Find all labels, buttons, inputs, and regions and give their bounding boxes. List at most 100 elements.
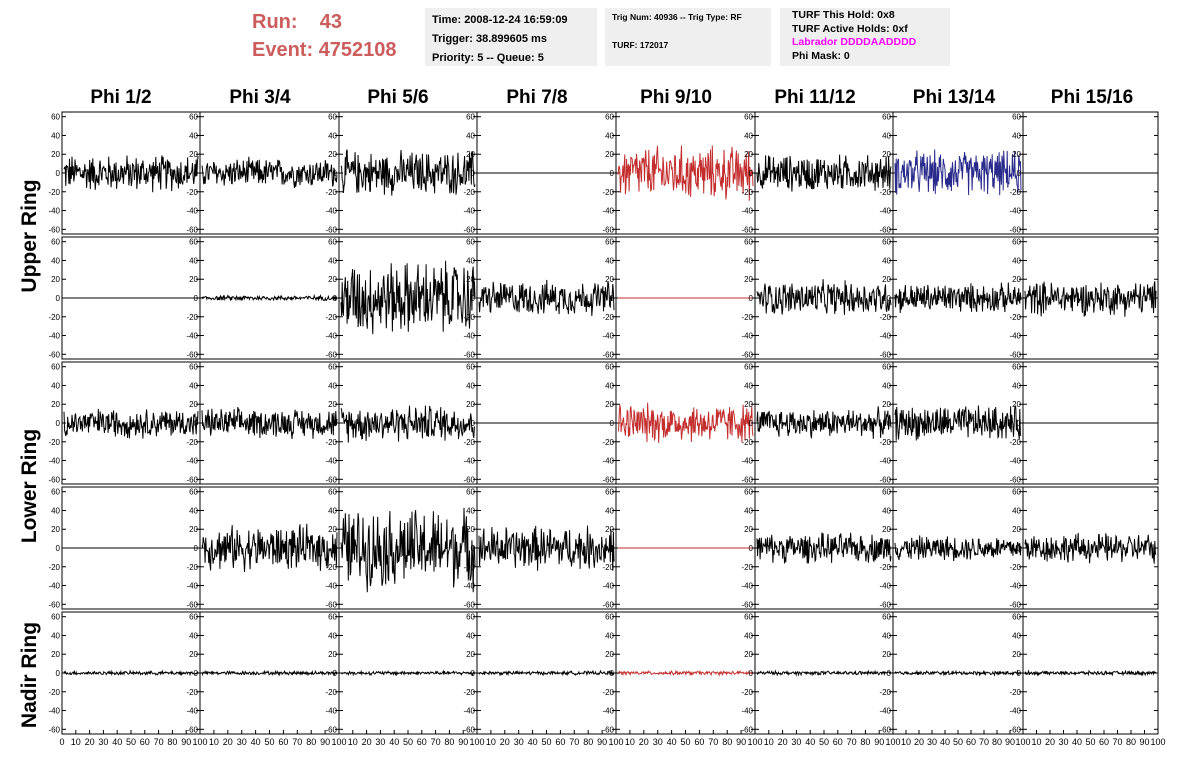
y-tick-label: -40 [1009, 457, 1021, 466]
y-tick-label: -40 [602, 582, 614, 591]
x-tick-label: 10 [625, 737, 635, 747]
y-tick-label: 20 [1012, 275, 1021, 284]
y-tick-label: 60 [1012, 488, 1021, 497]
x-tick-label: 60 [278, 737, 288, 747]
y-tick-label: -40 [325, 582, 337, 591]
x-tick-label: 10 [901, 737, 911, 747]
turf-this-hold: TURF This Hold: 0x8 [792, 9, 895, 21]
x-tick-label: 80 [722, 737, 732, 747]
waveform-trace [340, 669, 476, 677]
waveform-trace [201, 407, 338, 440]
x-tick-label: 80 [1126, 737, 1136, 747]
y-tick-label: 0 [333, 169, 338, 178]
y-tick-label: 20 [1012, 650, 1021, 659]
x-tick-label: 50 [541, 737, 551, 747]
x-tick-label: 40 [667, 737, 677, 747]
priority-text: Priority: 5 -- Queue: 5 [432, 52, 544, 64]
y-tick-label: -60 [325, 225, 337, 234]
y-tick-label: 40 [1012, 131, 1021, 140]
y-tick-label: -60 [1009, 725, 1021, 734]
y-tick-label: 40 [605, 381, 614, 390]
y-tick-label: 20 [1012, 525, 1021, 534]
y-tick-label: 60 [605, 488, 614, 497]
y-tick-label: 60 [328, 113, 337, 122]
waveform-trace [756, 669, 892, 677]
waveform-trace [63, 669, 199, 677]
time-text: Time: 2008-12-24 16:59:09 [432, 14, 568, 26]
x-tick-label: 80 [444, 737, 454, 747]
y-tick-label: -60 [602, 600, 614, 609]
y-tick-label: -40 [879, 457, 891, 466]
y-tick-label: 0 [610, 294, 615, 303]
run-label: Run: [252, 11, 298, 33]
y-tick-label: -60 [602, 475, 614, 484]
x-tick-label: 90 [1139, 737, 1149, 747]
waveform-trace [894, 149, 1022, 196]
x-tick-label: 60 [966, 737, 976, 747]
y-tick-label: -60 [48, 350, 60, 359]
y-tick-label: 0 [1017, 544, 1022, 553]
y-tick-label: 0 [56, 544, 61, 553]
y-tick-label: 60 [882, 613, 891, 622]
x-tick-label: 50 [1085, 737, 1095, 747]
y-tick-label: 0 [610, 169, 615, 178]
x-tick-label: 70 [708, 737, 718, 747]
y-tick-label: 40 [744, 131, 753, 140]
y-tick-label: 20 [744, 150, 753, 159]
y-tick-label: 0 [471, 169, 476, 178]
y-tick-label: 20 [189, 400, 198, 409]
y-tick-label: 40 [882, 631, 891, 640]
y-tick-label: -60 [741, 350, 753, 359]
y-tick-label: -20 [463, 688, 475, 697]
y-tick-label: 20 [882, 275, 891, 284]
x-tick-label: 30 [375, 737, 385, 747]
y-tick-label: 60 [882, 238, 891, 247]
y-tick-label: -20 [1009, 563, 1021, 572]
y-tick-label: -40 [325, 707, 337, 716]
y-tick-label: 20 [605, 275, 614, 284]
y-tick-label: 60 [1012, 238, 1021, 247]
y-tick-label: 60 [605, 363, 614, 372]
y-tick-label: 20 [744, 400, 753, 409]
trig-info-box: Trig Num: 40936 -- Trig Type: RF TURF: 1… [605, 8, 771, 66]
y-tick-label: 0 [333, 419, 338, 428]
x-tick-label: 30 [791, 737, 801, 747]
x-tick-label: 50 [264, 737, 274, 747]
y-tick-label: 40 [1012, 631, 1021, 640]
x-tick-label: 10 [1031, 737, 1041, 747]
y-tick-label: 60 [328, 488, 337, 497]
x-tick-label: 100 [885, 737, 900, 747]
y-tick-label: -40 [741, 332, 753, 341]
waveform-trace [756, 154, 892, 192]
x-tick-label: 90 [874, 737, 884, 747]
x-tick-label: 60 [555, 737, 565, 747]
y-tick-label: -20 [879, 438, 891, 447]
x-tick-label: 10 [764, 737, 774, 747]
y-tick-label: 0 [749, 669, 754, 678]
y-tick-label: -60 [48, 225, 60, 234]
y-tick-label: 20 [51, 400, 60, 409]
y-tick-label: 60 [51, 488, 60, 497]
y-tick-label: 0 [1017, 419, 1022, 428]
x-tick-label: 50 [403, 737, 413, 747]
y-tick-label: 40 [51, 506, 60, 515]
y-tick-label: 20 [744, 275, 753, 284]
y-tick-label: -60 [1009, 600, 1021, 609]
y-tick-label: -20 [48, 688, 60, 697]
y-tick-label: -40 [602, 457, 614, 466]
y-tick-label: 20 [466, 650, 475, 659]
y-tick-label: 0 [333, 294, 338, 303]
x-tick-label: 10 [486, 737, 496, 747]
y-tick-label: -20 [741, 563, 753, 572]
y-tick-label: 40 [882, 256, 891, 265]
x-tick-label: 100 [747, 737, 762, 747]
y-tick-label: -20 [186, 188, 198, 197]
y-tick-label: -20 [48, 438, 60, 447]
trigger-text: Trigger: 38.899605 ms [432, 33, 547, 45]
y-tick-label: 20 [605, 650, 614, 659]
x-tick-label: 100 [331, 737, 346, 747]
y-tick-label: -40 [48, 707, 60, 716]
y-tick-label: -60 [463, 350, 475, 359]
y-tick-label: -20 [1009, 313, 1021, 322]
y-tick-label: -20 [325, 688, 337, 697]
